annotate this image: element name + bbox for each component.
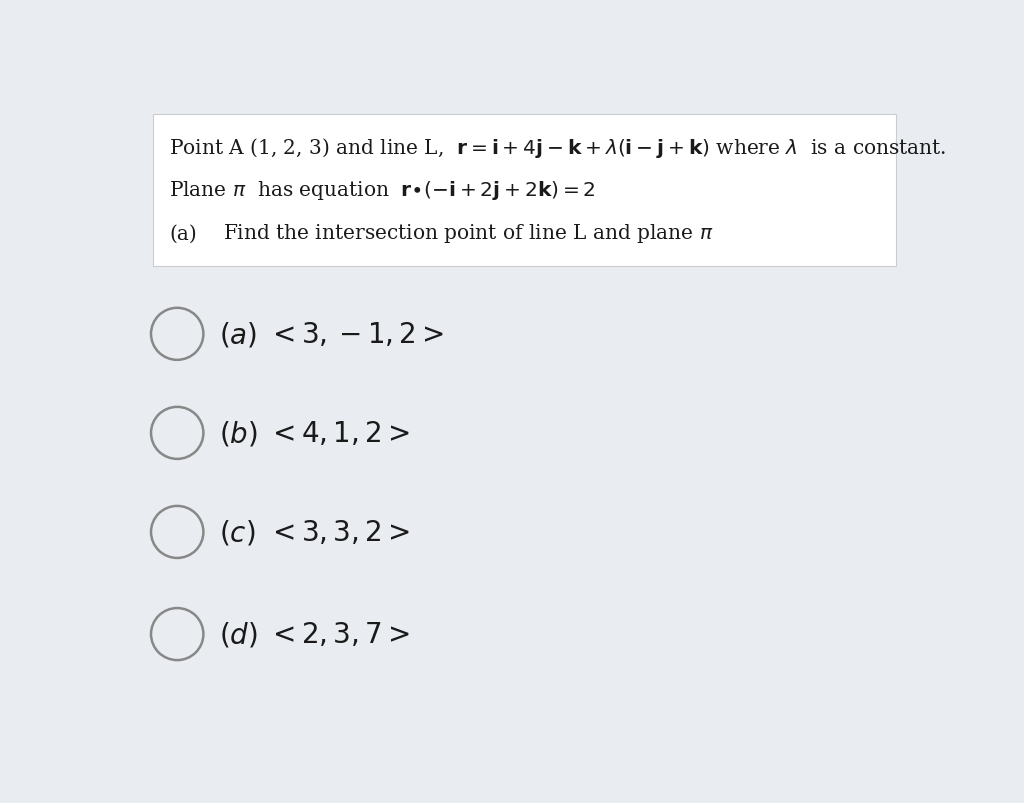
Text: $< 3, 3, 2 >$: $< 3, 3, 2 >$ <box>267 518 411 546</box>
Text: $< 4, 1, 2 >$: $< 4, 1, 2 >$ <box>267 419 411 447</box>
Ellipse shape <box>151 407 204 459</box>
Ellipse shape <box>151 506 204 558</box>
Ellipse shape <box>151 308 204 361</box>
Text: Point A (1, 2, 3) and line L,  $\mathbf{r} = \mathbf{i} + 4\mathbf{j} - \mathbf{: Point A (1, 2, 3) and line L, $\mathbf{r… <box>169 137 947 161</box>
FancyBboxPatch shape <box>154 115 896 267</box>
Ellipse shape <box>151 609 204 660</box>
Text: $(a)$: $(a)$ <box>219 320 257 349</box>
Text: $(d)$: $(d)$ <box>219 620 258 649</box>
Text: $< 3, -1, 2 >$: $< 3, -1, 2 >$ <box>267 320 444 349</box>
Text: $(c)$: $(c)$ <box>219 518 256 547</box>
Text: $(b)$: $(b)$ <box>219 419 258 448</box>
Text: Plane $\pi$  has equation  $\mathbf{r}{\bullet}(-\mathbf{i} + 2\mathbf{j} + 2\ma: Plane $\pi$ has equation $\mathbf{r}{\bu… <box>169 179 596 202</box>
Text: $< 2, 3, 7 >$: $< 2, 3, 7 >$ <box>267 620 411 648</box>
Text: (a): (a) <box>169 224 197 243</box>
Text: Find the intersection point of line L and plane $\pi$: Find the intersection point of line L an… <box>223 222 714 245</box>
